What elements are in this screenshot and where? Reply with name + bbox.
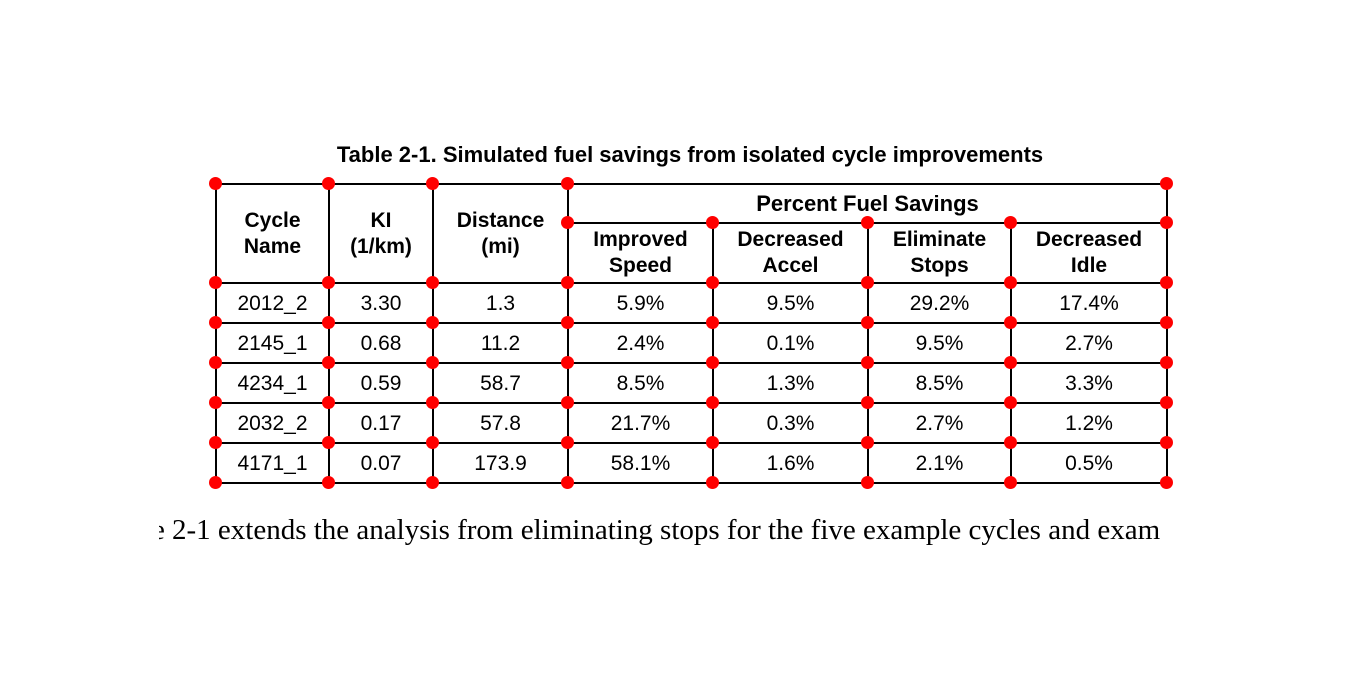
table-cell: 4171_1 — [215, 442, 330, 484]
table-cell: 5.9% — [567, 282, 714, 324]
table-cell: 0.17 — [328, 402, 434, 444]
clipped-letter: e — [159, 512, 166, 548]
table-cell: 0.59 — [328, 362, 434, 404]
table-row: 4234_1 0.59 58.7 8.5% 1.3% 8.5% 3.3% — [215, 362, 1168, 404]
table-row: 2145_1 0.68 11.2 2.4% 0.1% 9.5% 2.7% — [215, 322, 1168, 364]
table-cell: 9.5% — [712, 282, 869, 324]
table-row: 2012_2 3.30 1.3 5.9% 9.5% 29.2% 17.4% — [215, 282, 1168, 324]
table-cell: 2.7% — [867, 402, 1012, 444]
table-cell: 2.7% — [1010, 322, 1168, 364]
table-cell: 8.5% — [567, 362, 714, 404]
col-subheader-1: Decreased Accel — [712, 222, 869, 284]
table-cell: 2.4% — [567, 322, 714, 364]
table-cell: 1.3 — [432, 282, 569, 324]
fuel-savings-table: Cycle Name KI (1/km) Distance (mi) Perce… — [215, 183, 1168, 484]
col-header-ki: KI (1/km) — [328, 183, 434, 284]
table-cell: 4234_1 — [215, 362, 330, 404]
table-cell: 29.2% — [867, 282, 1012, 324]
table-caption: Table 2-1. Simulated fuel savings from i… — [336, 142, 1044, 167]
table-cell: 8.5% — [867, 362, 1012, 404]
table-cell: 57.8 — [432, 402, 569, 444]
table-cell: 9.5% — [867, 322, 1012, 364]
table-cell: 11.2 — [432, 322, 569, 364]
table-row: 2032_2 0.17 57.8 21.7% 0.3% 2.7% 1.2% — [215, 402, 1168, 444]
table-cell: 3.30 — [328, 282, 434, 324]
table-cell: 1.6% — [712, 442, 869, 484]
col-header-percent-fuel-savings: Percent Fuel Savings — [567, 183, 1168, 224]
table-cell: 0.68 — [328, 322, 434, 364]
col-header-cycle-name: Cycle Name — [215, 183, 330, 284]
table-cell: 2145_1 — [215, 322, 330, 364]
table-cell: 0.1% — [712, 322, 869, 364]
col-subheader-3: Decreased Idle — [1010, 222, 1168, 284]
col-header-distance: Distance (mi) — [432, 183, 569, 284]
table-cell: 58.7 — [432, 362, 569, 404]
subheader-row: Improved Speed Decreased Accel Eliminate S… — [216, 222, 1168, 284]
table-cell: 21.7% — [567, 402, 714, 444]
table-cell: 173.9 — [432, 442, 569, 484]
table-cell: 17.4% — [1010, 282, 1168, 324]
table-cell: 2.1% — [867, 442, 1012, 484]
table-cell: 1.3% — [712, 362, 869, 404]
table-cell: 0.07 — [328, 442, 434, 484]
table-cell: 0.3% — [712, 402, 869, 444]
table-cell: 2032_2 — [215, 402, 330, 444]
table-cell: 2012_2 — [215, 282, 330, 324]
body-sentence: 2-1 extends the analysis from eliminatin… — [172, 514, 1161, 546]
col-subheader-2: Eliminate Stops — [867, 222, 1012, 284]
col-subheader-0: Improved Speed — [567, 222, 714, 284]
body-paragraph: e2-1 extends the analysis from eliminati… — [159, 512, 1160, 548]
table-cell: 1.2% — [1010, 402, 1168, 444]
table-cell: 58.1% — [567, 442, 714, 484]
table-body: 2012_2 3.30 1.3 5.9% 9.5% 29.2% 17.4% 2145_1 0.6… — [215, 282, 1168, 484]
table-cell: 3.3% — [1010, 362, 1168, 404]
table-row: 4171_1 0.07 173.9 58.1% 1.6% 2.1% 0.5% — [215, 442, 1168, 484]
table-cell: 0.5% — [1010, 442, 1168, 484]
